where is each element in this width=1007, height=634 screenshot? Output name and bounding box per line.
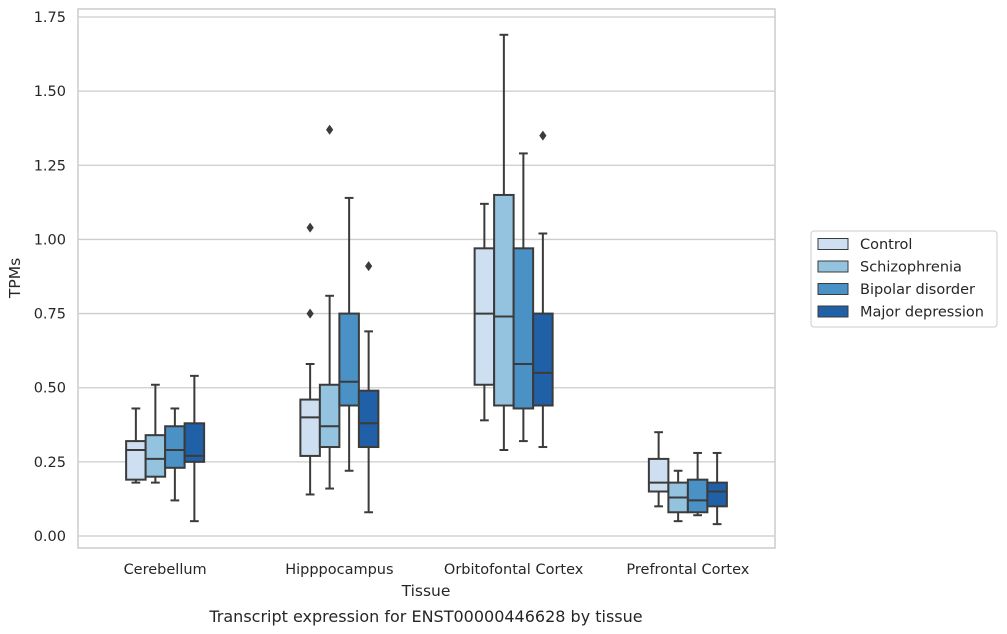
box-body <box>706 481 728 508</box>
y-tick-labels: 0.00 0.25 0.50 0.75 1.00 1.25 1.50 1.75 <box>34 10 66 545</box>
box-2-0 <box>164 407 186 502</box>
box-body <box>532 312 554 407</box>
y-tick-label: 0.00 <box>34 529 66 545</box>
box-body <box>512 247 535 410</box>
box-body <box>338 312 360 407</box>
y-axis-title: TPMs <box>6 258 24 299</box>
legend-swatch <box>817 260 849 273</box>
x-axis-title: Tissue <box>401 582 451 600</box>
y-tick-label: 1.50 <box>34 84 66 100</box>
y-tick-label: 1.25 <box>34 158 66 174</box>
x-tick-label: Hipppocampus <box>285 562 393 578</box>
legend-label: Schizophrenia <box>860 260 962 276</box>
outlier-point <box>365 261 373 272</box>
box-0-1 <box>299 222 321 496</box>
box-1-1 <box>318 124 341 490</box>
legend-swatch <box>817 238 849 250</box>
legend-label: Control <box>860 237 912 253</box>
y-tick-label: 1.75 <box>34 10 66 26</box>
y-tick-label: 1.00 <box>34 232 66 248</box>
y-tick-label: 0.50 <box>34 381 66 397</box>
box-body <box>183 422 206 463</box>
legend-label: Major depression <box>860 305 984 321</box>
box-body <box>144 434 167 478</box>
x-tick-label: Prefrontal Cortex <box>626 562 749 578</box>
box-3-3 <box>706 451 728 526</box>
box-3-1 <box>357 261 380 514</box>
x-tick-label: Cerebellum <box>124 562 207 578</box>
box-body <box>299 398 321 457</box>
legend-label: Bipolar disorder <box>860 282 975 298</box>
legend-swatch <box>817 283 849 295</box>
box-3-0 <box>183 374 206 523</box>
box-2-1 <box>338 196 360 472</box>
box-body <box>493 193 515 407</box>
y-tick-label: 0.75 <box>34 307 66 323</box>
chart-title: Transcript expression for ENST0000044662… <box>208 607 642 626</box>
outlier-point <box>306 222 314 233</box>
box-body <box>357 389 380 449</box>
y-tick-label: 0.25 <box>34 455 66 471</box>
legend-swatch <box>817 305 849 318</box>
box-1-2 <box>493 33 515 451</box>
box-0-2 <box>473 202 496 422</box>
box-body <box>647 457 670 493</box>
x-tick-labels: Cerebellum Hipppocampus Orbitofontal Corte… <box>124 562 750 578</box>
plot-frame <box>77 8 776 549</box>
box-body <box>164 425 186 469</box>
x-tick-label: Orbitofontal Cortex <box>444 562 584 578</box>
legend-frame <box>810 230 998 328</box>
box-body <box>473 247 496 386</box>
box-1-3 <box>667 469 689 523</box>
box-0-0 <box>125 407 147 484</box>
box-0-3 <box>647 431 670 508</box>
boxes <box>125 33 728 526</box>
legend: Control Schizophrenia Bipolar disorder Majo… <box>810 230 998 328</box>
box-body <box>686 478 709 514</box>
outlier-point <box>306 308 314 319</box>
box-3-2 <box>532 130 554 449</box>
box-body <box>125 440 147 481</box>
outlier-point <box>539 130 547 141</box>
legend-items: Control Schizophrenia Bipolar disorder Majo… <box>817 237 984 321</box>
box-body <box>318 383 341 449</box>
outlier-point <box>326 124 334 135</box>
